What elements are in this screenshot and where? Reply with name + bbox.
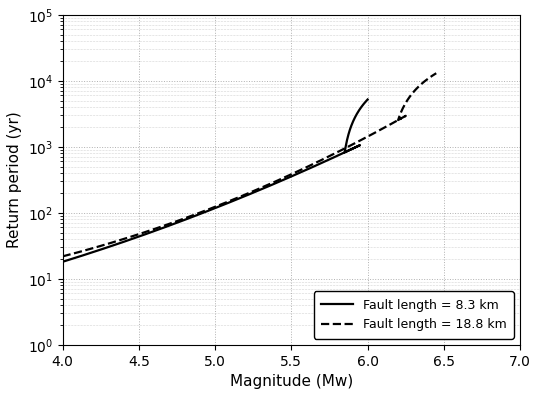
Fault length = 8.3 km [97, 248, 103, 252]
Y-axis label: Return period (yr): Return period (yr) [7, 111, 22, 248]
Line: Fault length = 18.8 km: Fault length = 18.8 km [62, 73, 436, 256]
Fault length = 8.3 km [364, 97, 371, 102]
Fault length = 18.8 km [59, 254, 66, 259]
X-axis label: Magnitude (Mw): Magnitude (Mw) [230, 374, 353, 389]
Fault length = 18.8 km [418, 82, 424, 86]
Fault length = 18.8 km [277, 177, 284, 182]
Fault length = 18.8 km [102, 242, 109, 247]
Fault length = 8.3 km [115, 241, 122, 246]
Fault length = 18.8 km [124, 236, 130, 240]
Fault length = 8.3 km [302, 168, 308, 173]
Fault length = 18.8 km [339, 147, 345, 152]
Line: Fault length = 8.3 km: Fault length = 8.3 km [62, 99, 367, 262]
Fault length = 8.3 km [356, 109, 362, 113]
Fault length = 18.8 km [433, 71, 440, 76]
Fault length = 18.8 km [428, 74, 434, 79]
Fault length = 8.3 km [248, 191, 254, 196]
Legend: Fault length = 8.3 km, Fault length = 18.8 km: Fault length = 8.3 km, Fault length = 18… [314, 291, 514, 339]
Fault length = 8.3 km [361, 101, 367, 106]
Fault length = 8.3 km [59, 259, 66, 264]
